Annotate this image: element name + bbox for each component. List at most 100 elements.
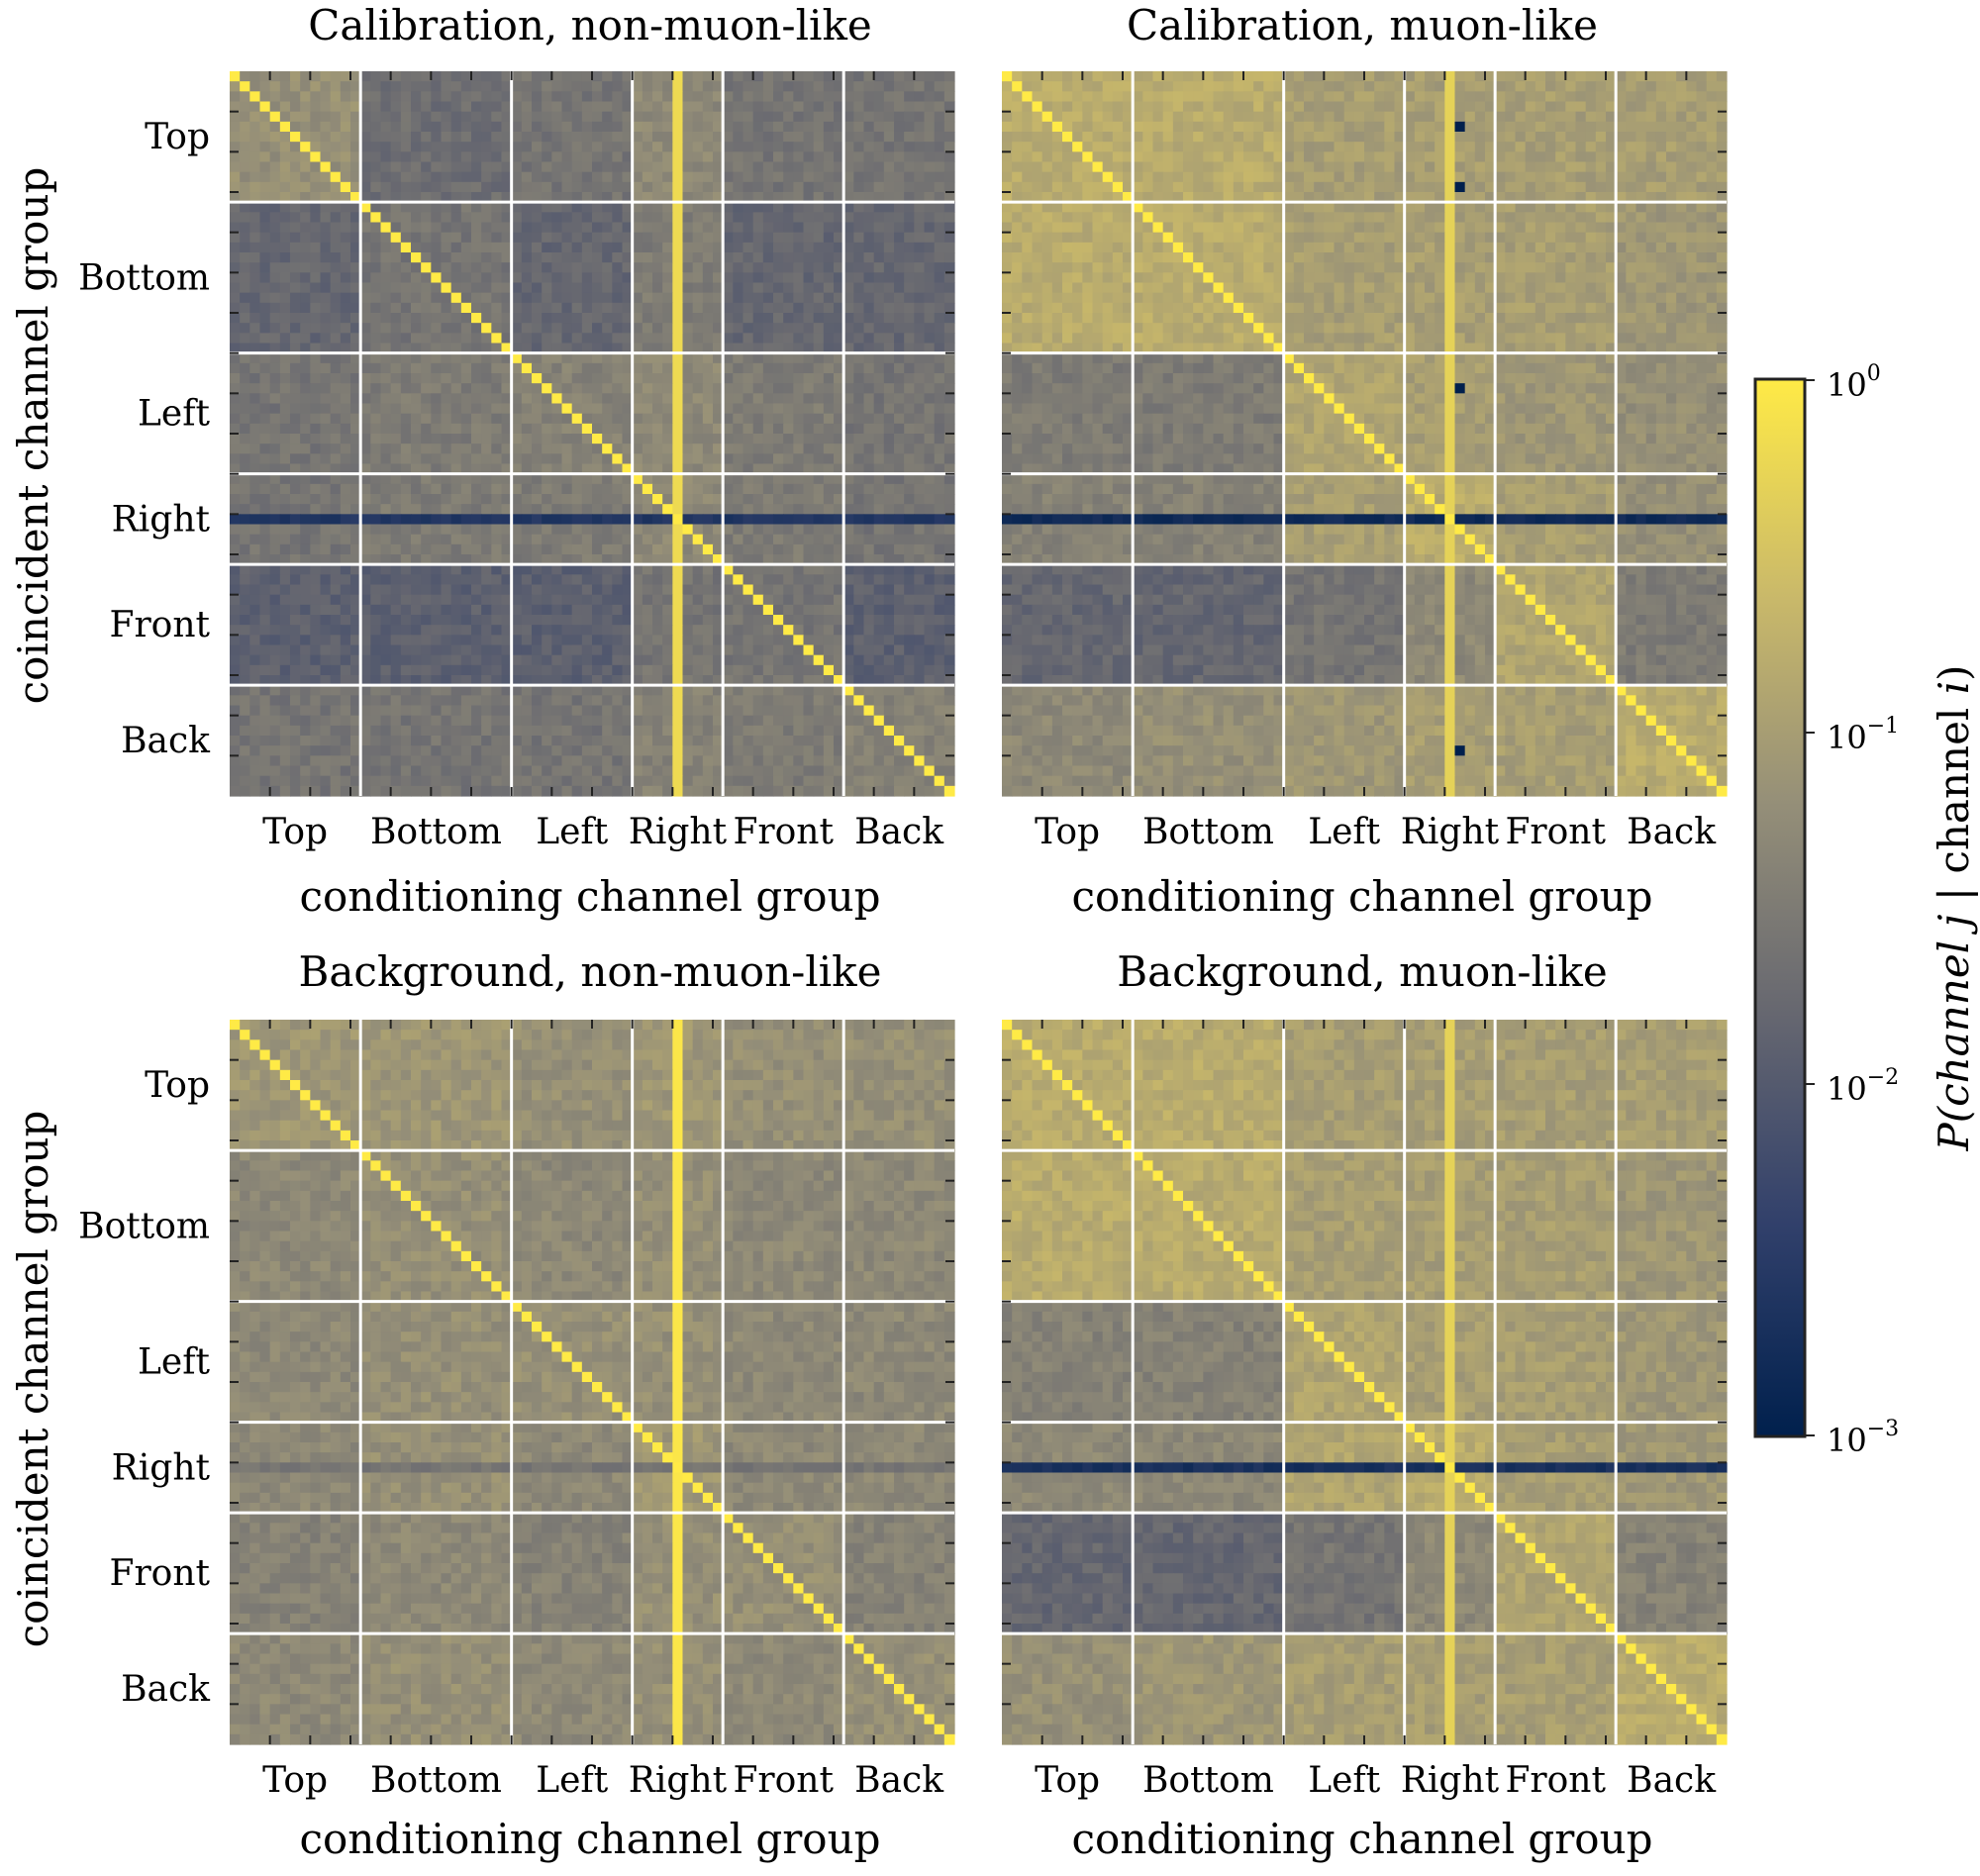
heatmap-cell [481,272,492,284]
heatmap-cell [713,302,724,314]
heatmap-cell [723,352,734,364]
heatmap-cell [350,403,361,415]
heatmap-cell [249,242,261,253]
heatmap-cell [662,644,673,656]
heatmap-cell [652,625,663,636]
heatmap-cell [742,453,754,465]
heatmap-cell [943,604,955,616]
heatmap-cell [823,91,835,103]
heatmap-cell [652,81,663,92]
heatmap-cell [793,232,805,244]
heatmap-cell [894,695,905,707]
heatmap-cell [269,654,281,666]
heatmap-cell [380,514,392,526]
heatmap-cell [230,101,241,113]
heatmap-cell [692,252,704,263]
heatmap-cell [561,594,573,606]
heatmap-cell [894,644,905,656]
heatmap-cell [290,352,301,364]
heatmap-cell [441,272,452,284]
heatmap-cell [571,705,583,717]
heatmap-cell [279,71,291,82]
heatmap-cell [863,302,875,314]
heatmap-cell [561,81,573,92]
heatmap-cell [491,654,503,666]
heatmap-cell [904,282,915,294]
heatmap-cell [511,262,523,273]
heatmap-cell [853,132,865,143]
heatmap-cell [350,242,361,253]
heatmap-cell [934,383,945,394]
heatmap-cell [330,444,342,454]
heatmap-cell [924,715,936,727]
heatmap-cell [290,292,301,304]
heatmap-cell [752,232,764,244]
heatmap-cell [561,543,573,555]
heatmap-cell [460,393,472,405]
heatmap-cell [873,635,885,646]
heatmap-cell [279,161,291,173]
heatmap-cell [400,524,412,536]
heatmap-cell [713,494,724,505]
heatmap-cell [581,725,593,737]
heatmap-cell [240,504,250,515]
heatmap-cell [501,151,513,163]
heatmap-cell [713,705,724,717]
heatmap-cell [742,524,754,536]
heatmap-cell [943,302,955,314]
heatmap-cell [259,252,271,263]
heatmap-cell [421,654,432,666]
heatmap-cell [843,282,854,294]
heatmap-cell [692,715,704,727]
heatmap-cell [279,222,291,234]
heatmap-cell [481,232,492,244]
heatmap-cell [350,434,361,444]
heatmap-cell [803,543,815,555]
heatmap-cell [370,171,382,183]
heatmap-cell [834,362,844,374]
heatmap-cell [934,313,945,324]
heatmap-cell [491,473,503,485]
heatmap-cell [431,664,443,676]
heatmap-cell [501,444,513,454]
heatmap-cell [360,252,371,263]
heatmap-cell [783,373,794,384]
heatmap-cell [834,543,844,555]
heatmap-cell [943,212,955,224]
heatmap-cell [400,584,412,596]
heatmap-cell [692,181,704,193]
heatmap-cell [561,494,573,505]
heatmap-cell [521,594,533,606]
heatmap-cell [511,352,523,364]
heatmap-cell [762,453,774,465]
heatmap-cell [340,101,351,113]
heatmap-cell [642,473,653,485]
heatmap-cell [450,352,462,364]
heatmap-cell [521,453,533,465]
heatmap-cell [350,142,361,152]
heatmap-cell [642,574,653,586]
heatmap-cell [602,302,613,314]
heatmap-cell [752,272,764,284]
heatmap-cell [320,413,332,425]
heatmap-cell [581,524,593,536]
heatmap-cell [230,434,241,444]
heatmap-cell [501,685,513,696]
heatmap-cell [713,171,724,183]
heatmap-cell [813,453,825,465]
heatmap-cell [370,444,382,454]
heatmap-cell [813,383,825,394]
heatmap-cell [431,403,443,415]
heatmap-cell [793,423,805,435]
heatmap-cell [340,745,351,756]
heatmap-cell [370,554,382,565]
heatmap-cell [460,625,472,636]
heatmap-cell [300,71,311,82]
heatmap-cell [521,413,533,425]
heatmap-cell [803,393,815,405]
heatmap-cell [894,635,905,646]
heatmap-cell [279,664,291,676]
heatmap-cell [370,594,382,606]
heatmap-cell [723,644,734,656]
heatmap-cell [692,625,704,636]
